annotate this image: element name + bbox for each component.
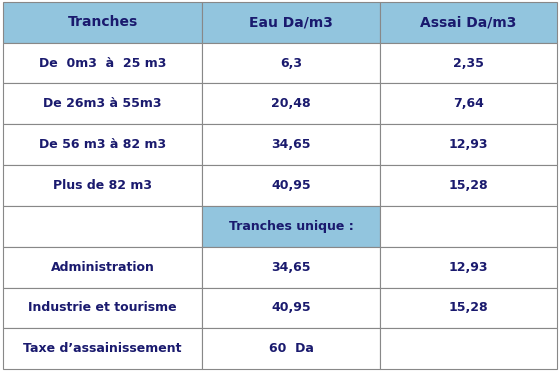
Bar — [202, 83, 380, 124]
Bar — [202, 288, 380, 328]
Bar — [380, 206, 557, 247]
Bar — [202, 328, 380, 369]
Text: 12,93: 12,93 — [449, 138, 488, 151]
Text: 34,65: 34,65 — [272, 260, 311, 274]
Text: 60  Da: 60 Da — [269, 342, 314, 355]
Text: Administration: Administration — [50, 260, 155, 274]
Text: Taxe d’assainissement: Taxe d’assainissement — [24, 342, 182, 355]
Bar — [202, 165, 380, 206]
Bar — [380, 247, 557, 288]
Text: Plus de 82 m3: Plus de 82 m3 — [53, 179, 152, 192]
Text: 12,93: 12,93 — [449, 260, 488, 274]
Text: 40,95: 40,95 — [271, 179, 311, 192]
Text: Eau Da/m3: Eau Da/m3 — [249, 15, 333, 29]
Bar — [3, 165, 202, 206]
Bar — [380, 124, 557, 165]
Text: 34,65: 34,65 — [272, 138, 311, 151]
Bar — [202, 2, 380, 43]
Bar — [202, 206, 380, 247]
Text: 15,28: 15,28 — [449, 301, 488, 315]
Bar — [380, 2, 557, 43]
Text: Assai Da/m3: Assai Da/m3 — [421, 15, 517, 29]
Bar — [380, 288, 557, 328]
Text: Tranches: Tranches — [67, 15, 138, 29]
Text: 20,48: 20,48 — [271, 97, 311, 111]
Bar — [3, 328, 202, 369]
Text: De 56 m3 à 82 m3: De 56 m3 à 82 m3 — [39, 138, 166, 151]
Bar — [3, 43, 202, 83]
Text: De  0m3  à  25 m3: De 0m3 à 25 m3 — [39, 56, 166, 70]
Bar — [3, 247, 202, 288]
Text: 7,64: 7,64 — [453, 97, 484, 111]
Bar — [3, 288, 202, 328]
Bar — [202, 43, 380, 83]
Bar — [202, 247, 380, 288]
Bar — [380, 165, 557, 206]
Text: Tranches unique :: Tranches unique : — [228, 220, 353, 233]
Text: 15,28: 15,28 — [449, 179, 488, 192]
Bar — [3, 124, 202, 165]
Bar — [380, 43, 557, 83]
Text: Industrie et tourisme: Industrie et tourisme — [28, 301, 177, 315]
Text: 40,95: 40,95 — [271, 301, 311, 315]
Text: 6,3: 6,3 — [280, 56, 302, 70]
Bar — [380, 83, 557, 124]
Text: 2,35: 2,35 — [453, 56, 484, 70]
Bar — [3, 83, 202, 124]
Bar — [202, 124, 380, 165]
Bar — [3, 2, 202, 43]
Bar — [380, 328, 557, 369]
Text: De 26m3 à 55m3: De 26m3 à 55m3 — [43, 97, 162, 111]
Bar — [3, 206, 202, 247]
